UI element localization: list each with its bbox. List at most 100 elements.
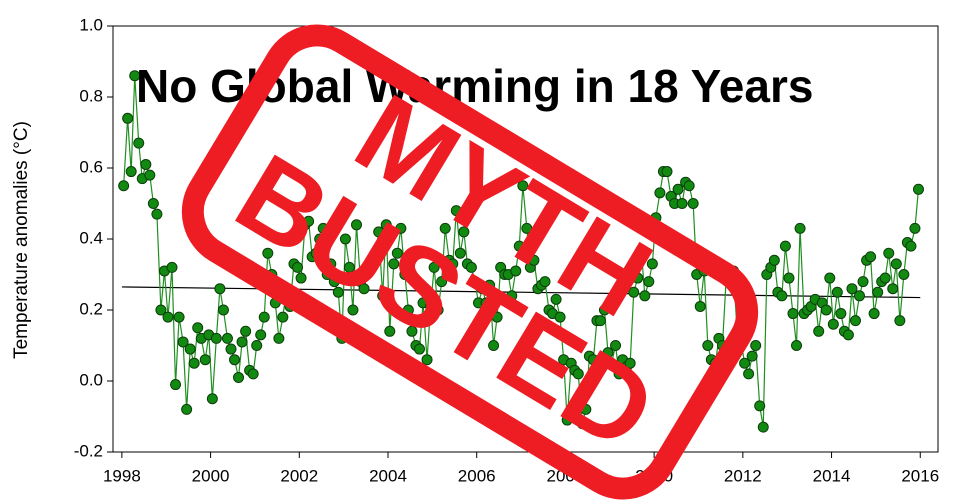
data-point: [853, 290, 865, 302]
data-point: [129, 70, 141, 82]
data-point: [768, 254, 780, 266]
data-point: [868, 308, 880, 320]
data-point: [332, 286, 344, 298]
data-point: [184, 343, 196, 355]
data-point: [694, 300, 706, 312]
data-point: [654, 187, 666, 199]
data-point: [147, 198, 159, 209]
data-point: [432, 304, 444, 316]
data-point: [125, 166, 137, 178]
data-point: [683, 180, 695, 192]
data-point: [491, 311, 503, 323]
data-point: [687, 198, 699, 209]
data-point: [369, 251, 381, 263]
data-point: [292, 261, 304, 273]
data-point: [842, 329, 854, 341]
data-point: [739, 357, 751, 369]
data-point: [454, 247, 466, 259]
data-point: [613, 368, 625, 380]
data-point: [628, 286, 640, 298]
data-point: [325, 258, 337, 270]
data-point: [702, 340, 714, 351]
data-point: [528, 254, 540, 266]
data-point: [635, 244, 647, 256]
data-point: [909, 222, 921, 234]
data-point: [170, 379, 182, 391]
data-point: [850, 315, 861, 327]
data-point: [343, 261, 355, 273]
data-point: [610, 340, 622, 351]
data-point: [580, 403, 592, 415]
data-point: [539, 276, 551, 288]
data-point: [214, 283, 226, 295]
data-point: [598, 304, 610, 316]
data-point: [240, 325, 252, 337]
data-point: [754, 400, 766, 412]
data-point: [469, 276, 481, 288]
data-point: [199, 354, 211, 366]
data-point: [458, 226, 470, 238]
data-point: [827, 318, 839, 330]
data-point: [447, 258, 459, 270]
data-point: [879, 272, 891, 284]
data-point: [905, 240, 917, 252]
data-point: [517, 180, 529, 192]
data-point: [173, 311, 185, 323]
data-point: [883, 247, 895, 259]
data-point: [506, 290, 518, 302]
data-point: [277, 311, 289, 323]
data-point: [894, 315, 906, 327]
data-point: [413, 343, 425, 355]
data-point: [887, 283, 899, 295]
data-point: [122, 112, 134, 124]
y-tick-label: 0.2: [79, 299, 103, 318]
data-point: [746, 350, 758, 362]
data-point: [351, 219, 363, 231]
data-point: [225, 343, 237, 355]
data-point: [824, 272, 836, 284]
y-tick-label: -0.2: [74, 441, 103, 460]
data-point: [233, 371, 245, 383]
data-point: [813, 325, 825, 337]
data-point: [206, 393, 218, 405]
data-point: [192, 322, 204, 334]
data-point: [646, 258, 658, 270]
data-point: [406, 325, 418, 337]
data-point: [484, 279, 496, 291]
x-tick-label: 2004: [369, 466, 407, 485]
data-point: [757, 421, 769, 433]
data-point: [594, 315, 606, 327]
data-point: [643, 276, 655, 288]
data-point: [820, 304, 832, 316]
data-point: [358, 283, 370, 295]
x-tick-label: 2016: [901, 466, 939, 485]
data-point: [488, 340, 500, 351]
data-point: [217, 304, 229, 316]
y-tick-label: 0.0: [79, 370, 103, 389]
x-tick-label: 2012: [724, 466, 762, 485]
data-point: [347, 304, 359, 316]
data-point: [743, 368, 755, 380]
data-point: [384, 325, 396, 337]
data-point: [550, 293, 562, 305]
data-point: [554, 311, 566, 323]
data-point: [155, 304, 167, 316]
data-point: [181, 403, 193, 415]
data-point: [783, 272, 795, 284]
x-tick-label: 2006: [458, 466, 496, 485]
data-point: [846, 283, 858, 295]
data-point: [587, 354, 599, 366]
data-point: [576, 418, 588, 430]
data-point: [624, 357, 636, 369]
data-point: [151, 208, 163, 220]
data-point: [295, 272, 307, 284]
data-point: [890, 258, 902, 270]
data-point: [439, 222, 451, 234]
data-point: [339, 233, 351, 245]
x-tick-label: 2000: [192, 466, 230, 485]
data-point: [321, 269, 333, 280]
data-point: [399, 269, 411, 280]
data-point: [787, 308, 799, 320]
data-point: [872, 286, 884, 298]
